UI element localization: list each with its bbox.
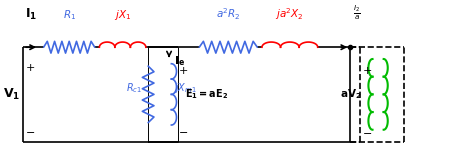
Text: $\mathbf{I_e}$: $\mathbf{I_e}$ bbox=[173, 55, 185, 68]
Text: $\mathbf{aV_2}$: $\mathbf{aV_2}$ bbox=[340, 87, 362, 101]
Text: $ja^2X_2$: $ja^2X_2$ bbox=[275, 6, 304, 22]
Text: $-$: $-$ bbox=[25, 126, 35, 136]
Text: $R_1$: $R_1$ bbox=[63, 8, 76, 22]
Text: $R_{c1}$: $R_{c1}$ bbox=[127, 82, 143, 95]
Text: $+$: $+$ bbox=[25, 62, 35, 73]
Text: $\mathbf{I_1}$: $\mathbf{I_1}$ bbox=[25, 7, 37, 22]
Text: $+$: $+$ bbox=[362, 65, 372, 76]
Text: $-$: $-$ bbox=[362, 127, 372, 137]
Text: $jX_{m1}$: $jX_{m1}$ bbox=[173, 81, 196, 95]
Text: $\mathbf{V_1}$: $\mathbf{V_1}$ bbox=[3, 87, 20, 102]
Text: $jX_1$: $jX_1$ bbox=[114, 8, 131, 22]
Text: $-$: $-$ bbox=[178, 126, 189, 136]
Text: $+$: $+$ bbox=[178, 65, 189, 76]
Text: $\frac{I_2}{a}$: $\frac{I_2}{a}$ bbox=[353, 4, 360, 22]
Text: $\mathbf{E_1=aE_2}$: $\mathbf{E_1=aE_2}$ bbox=[185, 87, 228, 101]
Text: $a^2R_2$: $a^2R_2$ bbox=[216, 7, 241, 22]
